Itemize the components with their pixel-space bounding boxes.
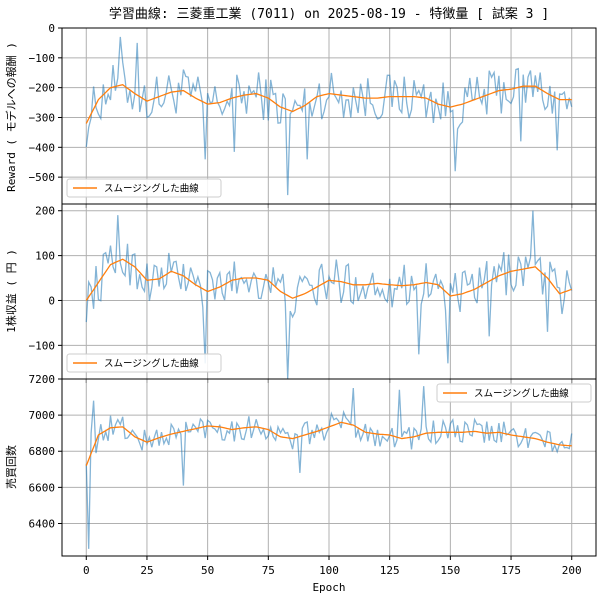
trades-panel: 0 25 50 75 100 125 150 175 200 6400 6600 6800 7000 72… — [29, 373, 597, 577]
legend: スムージングした曲線 — [66, 353, 222, 373]
y-tick-label: 7000 — [29, 409, 56, 422]
y-tick-label: 100 — [35, 250, 55, 263]
y-tick-label: −400 — [29, 141, 56, 154]
smoothed-series-line — [85, 258, 572, 301]
x-tick-label: 175 — [501, 564, 521, 577]
legend-box — [66, 178, 222, 198]
legend-label: スムージングした曲線 — [474, 388, 569, 400]
y-tick-label: −500 — [29, 171, 56, 184]
smoothed-series-line — [85, 421, 572, 466]
legend: スムージングした曲線 — [66, 178, 222, 198]
raw-series-line — [85, 386, 573, 549]
y-tick-label: 200 — [35, 205, 55, 218]
smoothed-series-line — [85, 83, 572, 124]
x-tick-label: 150 — [440, 564, 460, 577]
y-tick-label: 0 — [48, 22, 55, 35]
y-tick-label: 0 — [48, 294, 55, 307]
x-tick-label: 200 — [562, 564, 582, 577]
x-tick-label: 100 — [319, 564, 339, 577]
reward-panel: −500 −400 −300 −200 −100 0 スムージングした曲線 — [29, 22, 597, 208]
y-tick-label: 6600 — [29, 481, 56, 494]
x-tick-label: 25 — [140, 564, 153, 577]
y-tick-label: −100 — [29, 339, 56, 352]
y-tick-label: −200 — [29, 82, 56, 95]
y-tick-label: 7200 — [29, 373, 56, 386]
x-tick-label: 0 — [83, 564, 90, 577]
raw-series-line — [85, 36, 573, 196]
x-tick-label: 50 — [201, 564, 214, 577]
y-tick-label: 6800 — [29, 445, 56, 458]
trades-ylabel: 売買回数 — [5, 445, 18, 489]
legend: スムージングした曲線 — [436, 383, 592, 403]
chart-panels: −500 −400 −300 −200 −100 0 スムージングした曲線 −100 0 100 2… — [29, 22, 597, 577]
reward-ylabel: Reward ( モデルへの報酬 ) — [4, 42, 18, 192]
legend-box — [66, 353, 222, 373]
profit-ylabel: 1株収益 ( 円 ) — [4, 249, 18, 333]
y-tick-label: −300 — [29, 111, 56, 124]
x-tick-label: 75 — [262, 564, 275, 577]
y-tick-label: 6400 — [29, 517, 56, 530]
figure-title: 学習曲線: 三菱重工業 (7011) on 2025-08-19 - 特徴量 [… — [109, 6, 549, 22]
legend-label: スムージングした曲線 — [104, 183, 199, 195]
x-tick-label: 125 — [380, 564, 400, 577]
legend-label: スムージングした曲線 — [104, 358, 199, 370]
profit-panel: −100 0 100 200 スムージングした曲線 — [29, 203, 597, 383]
axes-frame — [61, 378, 597, 557]
y-tick-label: −100 — [29, 52, 56, 65]
x-axis-label: Epoch — [312, 581, 345, 594]
legend-box — [436, 383, 592, 403]
